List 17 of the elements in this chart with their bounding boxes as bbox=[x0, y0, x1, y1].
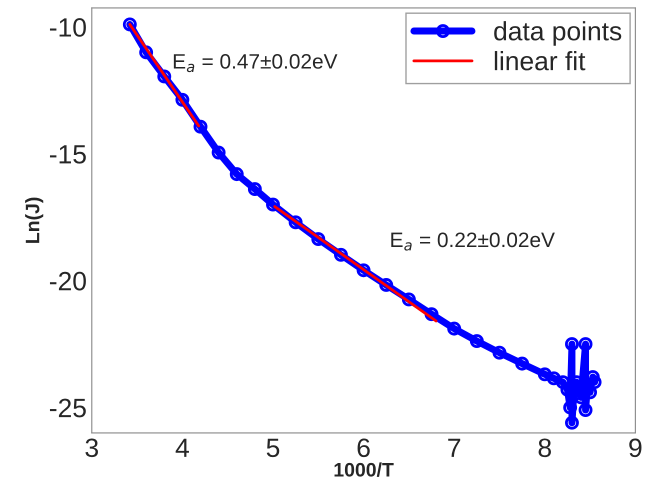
x-tick-label: 4 bbox=[176, 438, 189, 457]
x-tick-label: 5 bbox=[266, 438, 280, 458]
y-tick-label: -10 bbox=[50, 18, 86, 37]
y-tick-label: -15 bbox=[50, 145, 86, 164]
x-axis-title: 1000/T bbox=[334, 462, 394, 477]
x-tick-label: 8 bbox=[538, 438, 551, 458]
y-tick-label: -20 bbox=[50, 272, 86, 290]
x-tick-label: 3 bbox=[85, 438, 98, 458]
x-tick-label: 6 bbox=[358, 438, 370, 458]
legend-label: linear fit bbox=[494, 51, 586, 70]
legend-label: data points bbox=[494, 21, 622, 46]
annotation: E$_{a}$ = 0.22±0.02eV bbox=[391, 232, 555, 251]
x-tick-label: 9 bbox=[629, 438, 642, 458]
annotation: E$_{a}$ = 0.47±0.02eV bbox=[174, 54, 338, 72]
y-axis-title: Ln(J) bbox=[25, 198, 44, 243]
y-tick-label: -25 bbox=[50, 398, 86, 418]
x-tick-label: 7 bbox=[448, 438, 460, 457]
